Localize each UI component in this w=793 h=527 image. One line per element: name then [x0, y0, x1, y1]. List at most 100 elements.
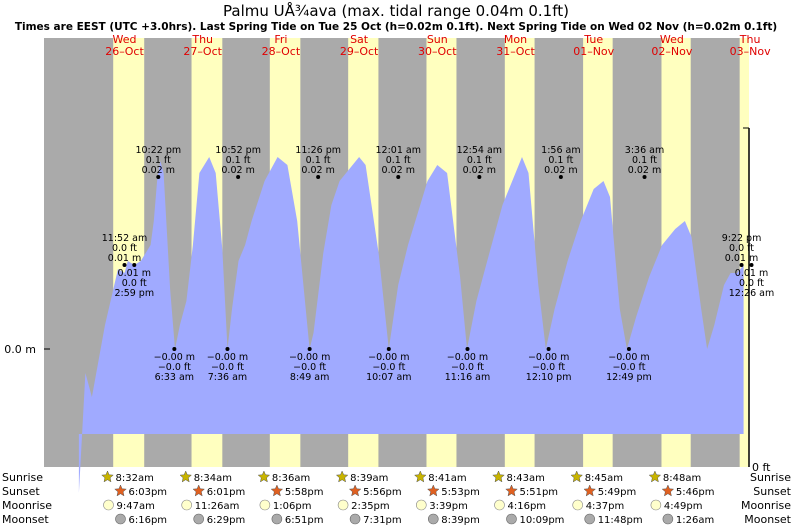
- extreme-time: 10:07 am: [366, 372, 411, 383]
- moonset-icon: [584, 513, 596, 525]
- astro-sunrise-time: 8:41am: [428, 473, 466, 484]
- extreme-point: [642, 175, 647, 179]
- chart-subtitle: Times are EEST (UTC +3.0hrs). Last Sprin…: [15, 21, 777, 33]
- sunset-icon: [505, 484, 518, 497]
- moonrise-icon: [650, 499, 662, 511]
- astro-moonrise-time: 9:47am: [117, 501, 155, 512]
- extreme-ft: 0.1 ft: [632, 155, 657, 166]
- sunrise-icon: [101, 470, 114, 483]
- astro-moonrise-time: 2:35pm: [351, 501, 390, 512]
- extreme-m: −0.00 m: [289, 352, 330, 363]
- day-date: 30–Oct: [418, 45, 457, 58]
- astro-moonset-time: 6:29pm: [207, 515, 246, 526]
- extreme-time: 12:01 am: [376, 145, 421, 156]
- extreme-m: 0.02 m: [544, 165, 577, 176]
- extreme-ft: −0.0 ft: [532, 362, 565, 373]
- day-name: Thu: [739, 33, 761, 46]
- day-date: 28–Oct: [262, 45, 301, 58]
- sunset-icon: [426, 484, 440, 497]
- extreme-point: [477, 175, 482, 179]
- extreme-time: 10:22 pm: [135, 145, 181, 156]
- extreme-time: 11:52 am: [102, 233, 147, 244]
- astro-moonset-time: 7:31pm: [363, 515, 402, 526]
- day-date: 27–Oct: [183, 45, 222, 58]
- extreme-time: 2:59 pm: [114, 288, 154, 299]
- extreme-m: 0.02 m: [221, 165, 254, 176]
- extreme-ft: 0.0 ft: [729, 243, 754, 254]
- moonset-icon: [662, 513, 674, 525]
- astro-moonrise-time: 4:49pm: [664, 501, 703, 512]
- extreme-ft: −0.0 ft: [293, 362, 326, 373]
- astro-sunrise-time: 8:39am: [350, 473, 388, 484]
- extreme-ft: 0.1 ft: [226, 155, 251, 166]
- sunset-icon: [270, 484, 284, 497]
- extreme-m: 0.01 m: [735, 268, 768, 279]
- y-tick-label: 0.0 m: [4, 343, 36, 356]
- extreme-ft: 0.0 ft: [112, 243, 137, 254]
- day-date: 01–Nov: [573, 45, 614, 58]
- extreme-ft: 0.1 ft: [467, 155, 492, 166]
- astro-sunrise-time: 8:32am: [116, 473, 154, 484]
- extreme-m: 0.01 m: [108, 253, 141, 264]
- astro-sunrise-time: 8:43am: [507, 473, 545, 484]
- moonrise-icon: [337, 499, 349, 511]
- extreme-point: [172, 347, 177, 351]
- extreme-m: −0.00 m: [154, 352, 195, 363]
- astro-sunset-time: 6:03pm: [129, 487, 168, 498]
- extreme-m: 0.02 m: [628, 165, 661, 176]
- extreme-m: 0.02 m: [463, 165, 496, 176]
- astro-row-label-left: Sunset: [2, 485, 40, 498]
- extreme-m: 0.02 m: [301, 165, 334, 176]
- extreme-point: [132, 263, 137, 267]
- day-date: 31–Oct: [496, 45, 535, 58]
- extreme-time: 3:36 am: [625, 145, 664, 156]
- astro-moonset-time: 1:26am: [676, 515, 714, 526]
- sunrise-icon: [335, 470, 349, 483]
- extreme-time: 12:54 am: [457, 145, 502, 156]
- extreme-point: [316, 175, 321, 179]
- astro-sunset-time: 6:01pm: [207, 487, 246, 498]
- astro-row-label-right: Moonrise: [741, 499, 791, 512]
- extreme-time: 11:26 pm: [295, 145, 341, 156]
- extreme-ft: 0.1 ft: [386, 155, 411, 166]
- sunset-icon: [348, 484, 362, 497]
- extreme-ft: −0.0 ft: [612, 362, 645, 373]
- extreme-point: [307, 347, 312, 351]
- astro-sunset-time: 5:49pm: [598, 487, 637, 498]
- sunrise-icon: [257, 470, 271, 483]
- day-name: Sun: [427, 33, 448, 46]
- extreme-m: 0.02 m: [142, 165, 175, 176]
- extreme-ft: −0.0 ft: [372, 362, 405, 373]
- day-date: 03–Nov: [730, 45, 771, 58]
- extreme-time: 7:36 am: [208, 372, 247, 383]
- extreme-m: −0.00 m: [207, 352, 248, 363]
- astro-sunrise-time: 8:34am: [194, 473, 232, 484]
- astro-sunset-time: 5:46pm: [676, 487, 715, 498]
- sunrise-icon: [492, 470, 505, 483]
- extreme-time: 1:56 am: [541, 145, 580, 156]
- extreme-time: 12:49 pm: [606, 372, 652, 383]
- astro-moonrise-time: 11:26am: [195, 501, 240, 512]
- extreme-m: 0.01 m: [118, 268, 151, 279]
- astro-sunset-time: 5:53pm: [441, 487, 480, 498]
- astro-row-label-right: Sunset: [753, 485, 791, 498]
- y-right-tick-label: 0 ft: [752, 461, 771, 474]
- astro-moonset-time: 10:09pm: [520, 515, 565, 526]
- moonset-icon: [349, 513, 361, 525]
- extreme-ft: 0.0 ft: [739, 278, 764, 289]
- astro-moonset-time: 6:51pm: [285, 515, 324, 526]
- astro-moonset-time: 11:48pm: [598, 515, 643, 526]
- moonrise-icon: [181, 499, 192, 511]
- day-name: Wed: [113, 33, 137, 46]
- extreme-point: [465, 347, 470, 351]
- sunset-icon: [583, 484, 597, 497]
- extreme-time: 11:16 am: [445, 372, 490, 383]
- astro-row-label-left: Moonrise: [2, 499, 52, 512]
- extreme-ft: −0.0 ft: [211, 362, 244, 373]
- moonrise-icon: [415, 499, 427, 511]
- astro-moonset-time: 6:16pm: [129, 515, 168, 526]
- extreme-ft: 0.1 ft: [146, 155, 171, 166]
- astro-row-label-right: Sunrise: [750, 471, 791, 484]
- day-name: Sat: [350, 33, 369, 46]
